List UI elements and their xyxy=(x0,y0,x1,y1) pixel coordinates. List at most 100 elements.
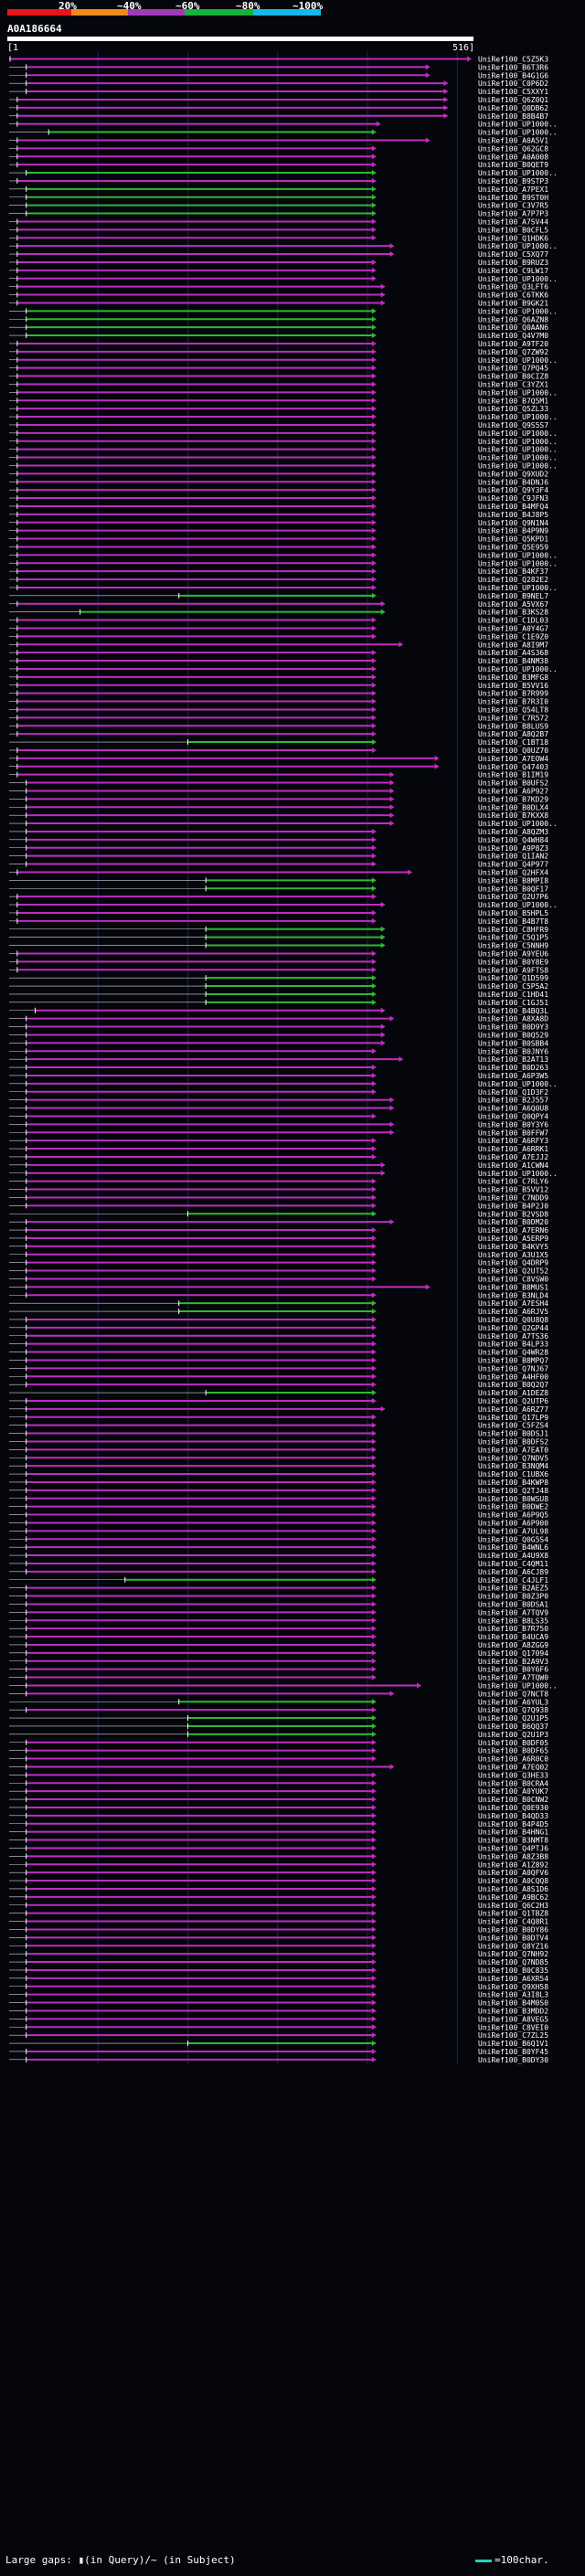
hit-UniRef100_Q9XH58: UniRef100_Q9XH58 xyxy=(9,1983,548,1991)
hit-label: UniRef100_B7Q5M1 xyxy=(478,397,548,405)
hit-UniRef100_B0CFL5: UniRef100_B0CFL5 xyxy=(9,226,548,234)
hit-label: UniRef100_C7ZL25 xyxy=(478,2031,548,2040)
hit-UniRef100_B0FFW7: UniRef100_B0FFW7 xyxy=(9,1129,548,1137)
hit-UniRef100_A8VEG5: UniRef100_A8VEG5 xyxy=(9,2015,548,2023)
hit-arrow xyxy=(371,1544,377,1551)
hit-UniRef100_Q54LT8: UniRef100_Q54LT8 xyxy=(9,705,548,714)
hit-UniRef100_B0Q2Q7: UniRef100_B0Q2Q7 xyxy=(9,1381,548,1389)
hit-label: UniRef100_A7EJJ2 xyxy=(478,1153,548,1161)
hit-arrow xyxy=(380,1032,386,1038)
hit-label: UniRef100_B9STP3 xyxy=(478,177,548,186)
hit-label: UniRef100_B8LUS9 xyxy=(478,722,548,730)
hit-UniRef100_UP1000h: UniRef100_UP1000.. xyxy=(9,388,558,397)
hit-arrow xyxy=(443,89,449,95)
hit-UniRef100_C5NNH9: UniRef100_C5NNH9 xyxy=(9,942,548,950)
hit-arrow xyxy=(371,438,377,444)
hit-label: UniRef100_B9NEL7 xyxy=(478,592,548,600)
hit-UniRef100_A6CJ89: UniRef100_A6CJ89 xyxy=(9,1568,548,1576)
hit-arrow xyxy=(371,194,377,200)
hit-arrow xyxy=(371,1373,377,1380)
hit-label: UniRef100_A7EQ02 xyxy=(478,1763,548,1771)
hit-arrow xyxy=(371,1918,377,1924)
hit-UniRef100_Q8YZ16: UniRef100_Q8YZ16 xyxy=(9,1942,548,1950)
hit-UniRef100_A6R0C0: UniRef100_A6R0C0 xyxy=(9,1755,548,1764)
hit-arrow xyxy=(380,609,386,615)
hit-UniRef100_A7TQW0: UniRef100_A7TQW0 xyxy=(9,1674,548,1682)
hit-label: UniRef100_B8MPI8 xyxy=(478,876,548,885)
hit-arrow xyxy=(371,333,377,339)
hit-UniRef100_UP1000t: UniRef100_UP1000.. xyxy=(9,901,558,909)
hit-arrow xyxy=(389,771,395,778)
identity-label-40: ~40% xyxy=(117,0,142,12)
hit-arrow xyxy=(371,690,377,696)
hit-label: UniRef100_B6T3R6 xyxy=(478,63,548,71)
hit-arrow xyxy=(371,568,377,575)
hit-UniRef100_B0D9Y3: UniRef100_B0D9Y3 xyxy=(9,1023,548,1032)
hit-arrow xyxy=(371,1528,377,1534)
hit-UniRef100_Q0E930: UniRef100_Q0E930 xyxy=(9,1804,548,1812)
hit-UniRef100_A6YUL3: UniRef100_A6YUL3 xyxy=(9,1698,548,1706)
hit-label: UniRef100_B2AT13 xyxy=(478,1055,548,1064)
hit-arrow xyxy=(371,1885,377,1892)
legend-scale-text: =100char. xyxy=(495,2554,549,2566)
hit-label: UniRef100_Q1IAN2 xyxy=(478,853,548,861)
hit-UniRef100_B4QD33: UniRef100_B4QD33 xyxy=(9,1812,548,1820)
hit-label: UniRef100_A4HF00 xyxy=(478,1373,548,1381)
hit-UniRef100_B8LUS9: UniRef100_B8LUS9 xyxy=(9,722,548,730)
hit-UniRef100_UP1000d: UniRef100_UP1000.. xyxy=(9,242,558,250)
hit-label: UniRef100_B4KF37 xyxy=(478,567,548,576)
hit-label: UniRef100_UP1000.. xyxy=(478,121,558,129)
hit-arrow xyxy=(371,1357,377,1363)
hit-label: UniRef100_Q4V7M0 xyxy=(478,332,548,340)
hit-arrow xyxy=(371,1772,377,1778)
hit-label: UniRef100_A9BC62 xyxy=(478,1893,548,1902)
hit-UniRef100_A4S368: UniRef100_A4S368 xyxy=(9,649,548,657)
hit-arrow xyxy=(371,356,377,363)
hit-arrow xyxy=(371,1641,377,1648)
hit-label: UniRef100_Q5KPD1 xyxy=(478,535,548,544)
hit-arrow xyxy=(371,2048,377,2054)
hit-arrow xyxy=(425,72,431,79)
hit-UniRef100_Q5E959: UniRef100_Q5E959 xyxy=(9,543,548,551)
hit-arrow xyxy=(371,1463,377,1469)
hit-label: UniRef100_Q4DRP9 xyxy=(478,1259,548,1267)
hit-label: UniRef100_Q1D3F2 xyxy=(478,1088,548,1097)
hit-UniRef100_A6P927: UniRef100_A6P927 xyxy=(9,787,548,795)
hit-arrow xyxy=(380,1023,386,1030)
hit-UniRef100_B2AT13: UniRef100_B2AT13 xyxy=(9,1055,548,1064)
hit-arrow xyxy=(371,650,377,656)
hit-arrow xyxy=(371,909,377,916)
hit-UniRef100_B3MFG8: UniRef100_B3MFG8 xyxy=(9,673,548,682)
hit-arrow xyxy=(389,243,395,249)
hit-label: UniRef100_C7RLY6 xyxy=(478,1178,548,1186)
hit-arrow xyxy=(371,844,377,851)
hit-label: UniRef100_C5XQ77 xyxy=(478,250,548,259)
hit-label: UniRef100_C4JLF1 xyxy=(478,1576,548,1585)
hit-UniRef100_UP1000w: UniRef100_UP1000.. xyxy=(9,1681,558,1690)
hit-arrow xyxy=(371,885,377,892)
hit-label: UniRef100_A6CJ89 xyxy=(478,1568,548,1576)
hit-arrow xyxy=(371,1438,377,1445)
hit-label: UniRef100_A8Z3B8 xyxy=(478,1852,548,1860)
hit-label: UniRef100_B4KWP8 xyxy=(478,1479,548,1487)
hit-label: UniRef100_Q2TJ48 xyxy=(478,1487,548,1495)
hit-UniRef100_B4KWP8: UniRef100_B4KWP8 xyxy=(9,1479,548,1487)
hit-UniRef100_UP1000r: UniRef100_UP1000.. xyxy=(9,665,558,673)
hit-UniRef100_Q0U8Q8: UniRef100_Q0U8Q8 xyxy=(9,1316,548,1324)
hit-label: UniRef100_Q4WH84 xyxy=(478,836,548,844)
hit-label: UniRef100_Q0AAN6 xyxy=(478,323,548,332)
hit-label: UniRef100_C9LW17 xyxy=(478,267,548,275)
hit-arrow xyxy=(371,308,377,314)
hit-label: UniRef100_A7TQW0 xyxy=(478,1674,548,1682)
hit-UniRef100_A7P7P3: UniRef100_A7P7P3 xyxy=(9,210,548,218)
hit-arrow xyxy=(371,1227,377,1234)
hit-arrow xyxy=(380,1040,386,1046)
hit-label: UniRef100_B5VV12 xyxy=(478,1186,548,1194)
hit-label: UniRef100_A7P7P3 xyxy=(478,210,548,218)
hit-arrow xyxy=(371,519,377,525)
hit-label: UniRef100_A7SV44 xyxy=(478,217,548,226)
hit-arrow xyxy=(371,1797,377,1803)
hit-label: UniRef100_C0P6D2 xyxy=(478,80,548,88)
identity-label-20: 20% xyxy=(58,0,77,12)
hit-label: UniRef100_B0YF45 xyxy=(478,2048,548,2056)
